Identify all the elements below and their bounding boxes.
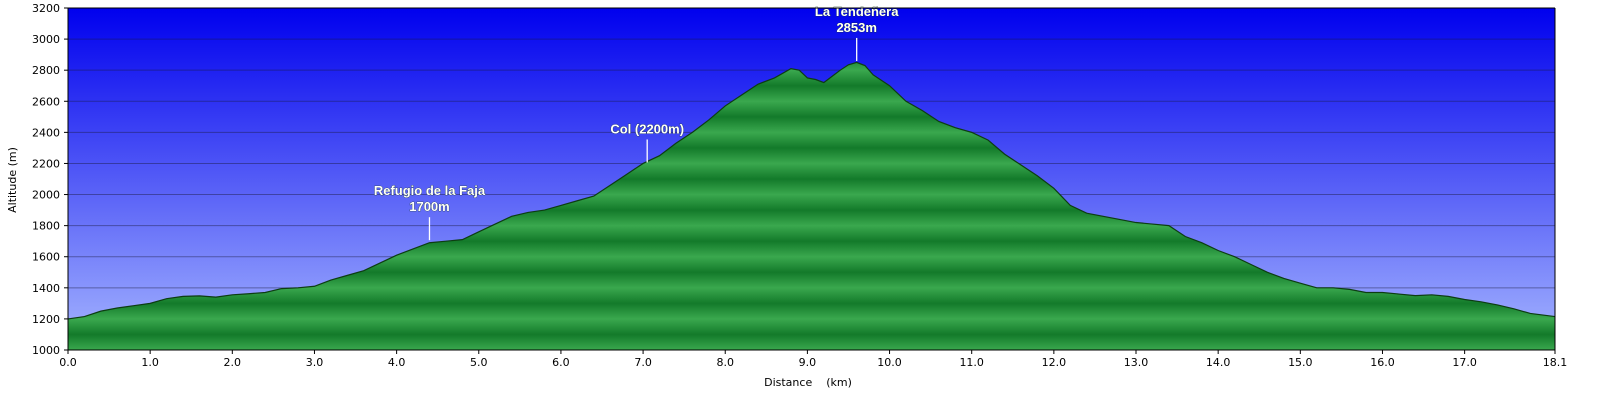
y-axis-ticks: 1000 1200 1400 1600 1800 2000 2200 2400 2600 2800… [32, 2, 68, 357]
x-tick-label: 3.0 [306, 356, 324, 369]
annotation-label: 2853m [836, 20, 876, 35]
y-tick-label: 2200 [32, 157, 60, 170]
x-tick-label: 2.0 [224, 356, 242, 369]
y-tick-label: 1600 [32, 251, 60, 264]
elevation-area [68, 62, 1555, 351]
x-tick-label: 18.1 [1543, 356, 1568, 369]
annotation-label: Col (2200m) [610, 121, 684, 136]
annotation-label: La Tendeñera [815, 4, 899, 19]
y-tick-label: 2400 [32, 126, 60, 139]
y-axis-title: Altitude (m) [6, 147, 19, 213]
x-tick-label: 15.0 [1288, 356, 1313, 369]
x-tick-label: 14.0 [1206, 356, 1231, 369]
y-tick-label: 2000 [32, 189, 60, 202]
y-tick-label: 3200 [32, 2, 60, 15]
x-tick-label: 13.0 [1124, 356, 1149, 369]
y-tick-label: 2800 [32, 64, 60, 77]
elevation-outline [67, 61, 1556, 320]
x-axis-title: Distance (km) [764, 376, 852, 389]
x-tick-label: 11.0 [959, 356, 984, 369]
x-tick-label: 9.0 [799, 356, 817, 369]
y-tick-label: 1200 [32, 313, 60, 326]
y-tick-label: 2600 [32, 95, 60, 108]
x-tick-label: 6.0 [552, 356, 570, 369]
y-tick-label: 1000 [32, 344, 60, 357]
x-tick-label: 16.0 [1370, 356, 1395, 369]
x-tick-label: 4.0 [388, 356, 406, 369]
x-tick-label: 17.0 [1452, 356, 1477, 369]
x-tick-label: 8.0 [716, 356, 734, 369]
x-tick-label: 12.0 [1042, 356, 1067, 369]
annotation-label: Refugio de la Faja [374, 183, 486, 198]
y-tick-label: 3000 [32, 33, 60, 46]
x-tick-label: 7.0 [634, 356, 652, 369]
x-tick-label: 5.0 [470, 356, 488, 369]
y-tick-label: 1400 [32, 282, 60, 295]
x-axis-ticks: 0.0 1.0 2.0 3.0 4.0 5.0 6.0 7.0 8.0 9.0 10.0 11.0 12… [59, 350, 1567, 369]
axes [67, 7, 1556, 351]
x-tick-label: 10.0 [877, 356, 902, 369]
x-tick-label: 0.0 [59, 356, 77, 369]
y-tick-label: 1800 [32, 220, 60, 233]
x-tick-label: 1.0 [141, 356, 159, 369]
annotation-label: 1700m [409, 199, 449, 214]
